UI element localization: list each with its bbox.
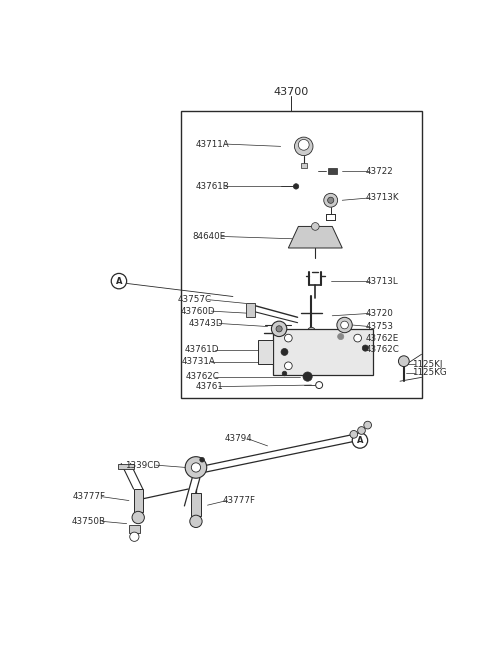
- Polygon shape: [300, 163, 307, 168]
- Text: 84640E: 84640E: [192, 232, 225, 241]
- Text: 1125KG: 1125KG: [411, 368, 446, 377]
- Text: 43720: 43720: [365, 309, 393, 318]
- Circle shape: [303, 372, 312, 381]
- Text: 43761: 43761: [195, 382, 223, 391]
- Circle shape: [364, 421, 372, 429]
- Circle shape: [354, 334, 361, 342]
- Circle shape: [130, 532, 139, 542]
- Text: 43700: 43700: [273, 88, 308, 98]
- Circle shape: [185, 457, 207, 478]
- Bar: [180, 111, 421, 398]
- Text: 43761B: 43761B: [195, 182, 229, 191]
- Polygon shape: [118, 464, 133, 469]
- Circle shape: [328, 197, 334, 203]
- Text: 43711A: 43711A: [195, 140, 229, 149]
- Text: 43762C: 43762C: [185, 372, 219, 381]
- Text: 43762E: 43762E: [365, 333, 398, 343]
- Text: 1125KJ: 1125KJ: [411, 360, 442, 369]
- Text: 43722: 43722: [365, 166, 393, 176]
- Circle shape: [276, 326, 282, 332]
- Text: 43757C: 43757C: [177, 295, 211, 304]
- Circle shape: [281, 348, 288, 356]
- Polygon shape: [133, 489, 143, 512]
- Circle shape: [308, 328, 315, 335]
- Text: 43713K: 43713K: [365, 193, 399, 202]
- Circle shape: [314, 346, 322, 354]
- Text: 43794: 43794: [225, 434, 252, 443]
- Circle shape: [350, 430, 358, 438]
- Text: 43753: 43753: [365, 322, 393, 331]
- Polygon shape: [258, 341, 273, 364]
- Text: 43760D: 43760D: [180, 307, 215, 316]
- Circle shape: [190, 515, 202, 527]
- Circle shape: [337, 333, 344, 340]
- Text: 1339CD: 1339CD: [125, 460, 160, 470]
- Circle shape: [282, 371, 287, 376]
- Text: 43750B: 43750B: [72, 517, 106, 526]
- Text: 43713L: 43713L: [365, 276, 398, 286]
- Circle shape: [324, 193, 337, 207]
- Circle shape: [301, 346, 309, 354]
- Polygon shape: [192, 493, 201, 516]
- Circle shape: [271, 321, 287, 337]
- Circle shape: [295, 137, 313, 156]
- Circle shape: [132, 512, 144, 523]
- Text: 43777F: 43777F: [223, 496, 256, 505]
- Circle shape: [200, 457, 204, 462]
- Polygon shape: [273, 329, 373, 375]
- Circle shape: [316, 382, 323, 388]
- Text: 43731A: 43731A: [181, 358, 215, 366]
- Circle shape: [192, 463, 201, 472]
- Polygon shape: [288, 227, 342, 248]
- Bar: [328, 168, 337, 174]
- Polygon shape: [246, 303, 255, 317]
- Circle shape: [293, 183, 299, 189]
- Circle shape: [398, 356, 409, 367]
- Circle shape: [362, 345, 369, 351]
- Circle shape: [285, 362, 292, 369]
- Text: A: A: [116, 276, 122, 286]
- Circle shape: [299, 140, 309, 150]
- Circle shape: [111, 273, 127, 289]
- Circle shape: [312, 223, 319, 231]
- Circle shape: [358, 426, 365, 434]
- Text: A: A: [357, 436, 363, 445]
- Polygon shape: [129, 525, 140, 533]
- Circle shape: [285, 334, 292, 342]
- Text: 43743D: 43743D: [188, 319, 223, 328]
- Text: 43777F: 43777F: [73, 492, 106, 501]
- Text: 43762C: 43762C: [365, 345, 399, 354]
- Circle shape: [352, 433, 368, 448]
- Circle shape: [337, 317, 352, 333]
- Text: 43761D: 43761D: [184, 345, 219, 354]
- Circle shape: [341, 321, 348, 329]
